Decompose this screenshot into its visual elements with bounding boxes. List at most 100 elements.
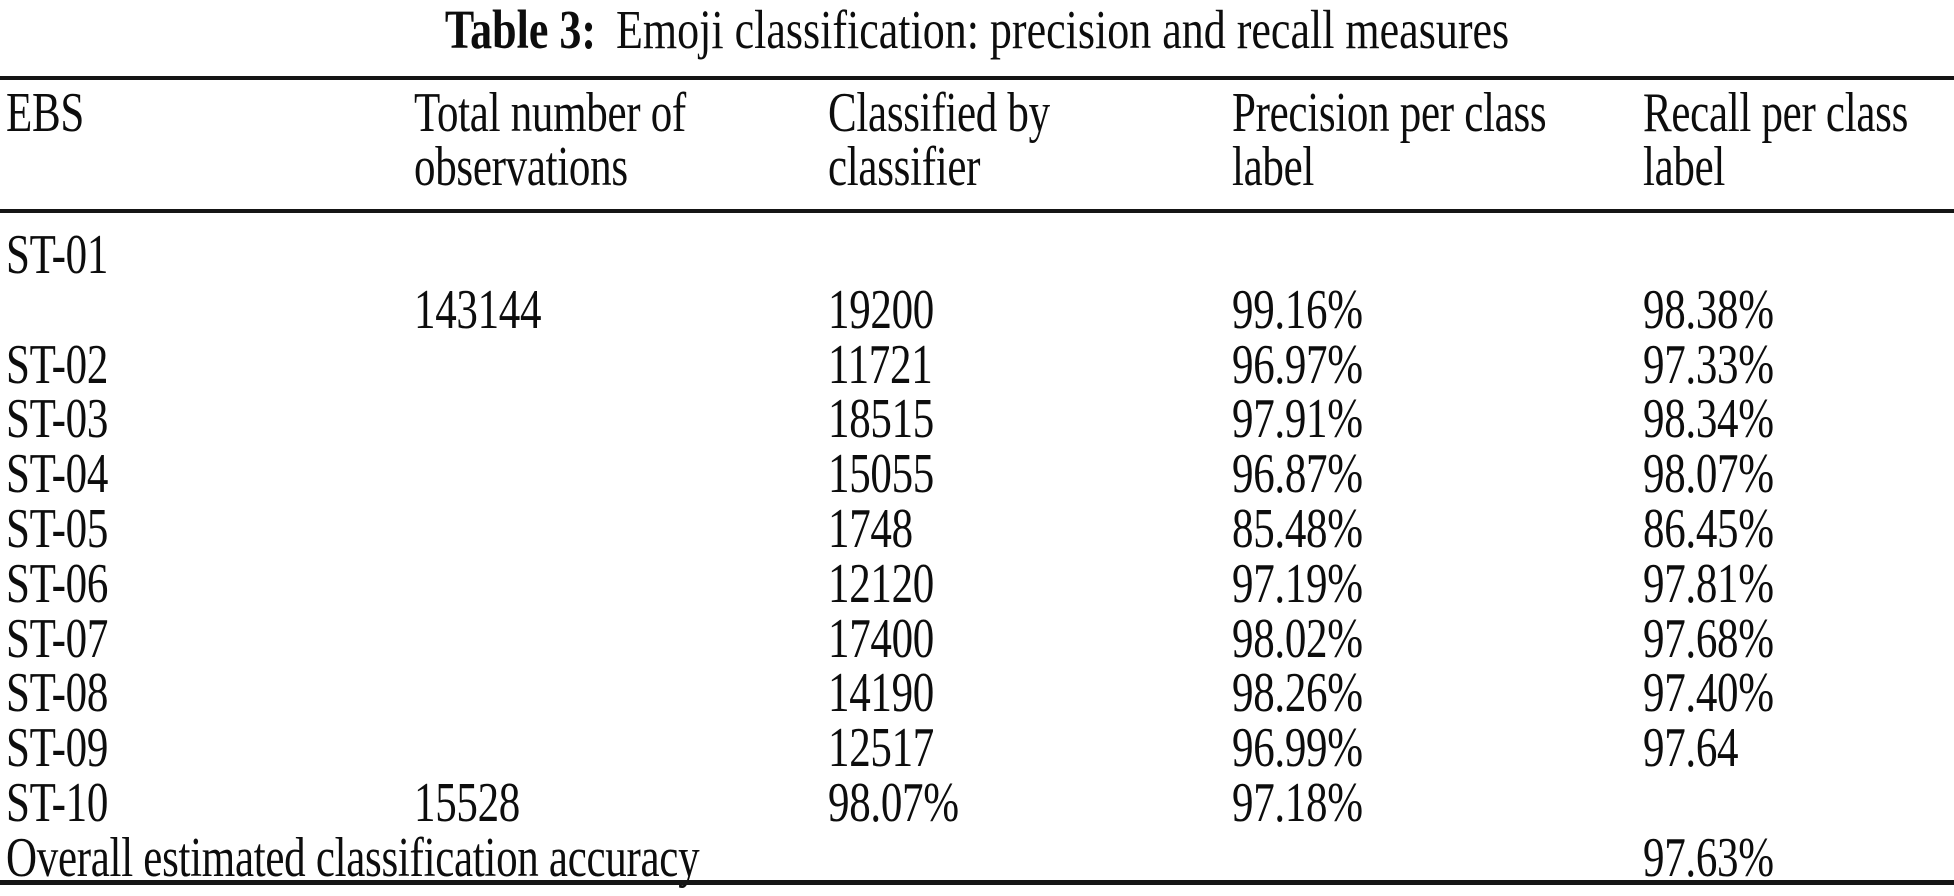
table-cell-ebs: ST-07 bbox=[6, 609, 108, 670]
table-cell-classified-by: 18515 bbox=[828, 389, 934, 450]
cell-text: 97.68% bbox=[1643, 608, 1774, 671]
cell-text: 98.34% bbox=[1643, 388, 1774, 451]
bottom-rule bbox=[0, 880, 1954, 885]
cell-text: 98.02% bbox=[1232, 608, 1363, 671]
column-header-recall: Recall per class label bbox=[1643, 83, 1908, 198]
cell-text: ST-07 bbox=[6, 608, 109, 671]
table-cell-precision: 96.97% bbox=[1232, 335, 1363, 396]
table-row: ST-03 18515 97.91% 98.34% bbox=[0, 389, 1954, 450]
table-cell-ebs: ST-04 bbox=[6, 444, 108, 505]
table-cell-ebs: ST-09 bbox=[6, 718, 108, 779]
cell-text: 15055 bbox=[828, 443, 935, 506]
table-row: ST-02 11721 96.97% 97.33% bbox=[0, 335, 1954, 396]
cell-text: ST-09 bbox=[6, 717, 109, 780]
column-header-ebs: EBS bbox=[6, 83, 84, 144]
column-header-line: label bbox=[1643, 136, 1726, 198]
table-cell-precision: 97.18% bbox=[1232, 773, 1363, 834]
table-cell-classified-by: 12517 bbox=[828, 718, 934, 779]
table-cell-precision: 85.48% bbox=[1232, 499, 1363, 560]
table-cell-precision: 97.19% bbox=[1232, 554, 1363, 615]
cell-text: 98.26% bbox=[1232, 662, 1363, 725]
cell-text: 96.87% bbox=[1232, 443, 1363, 506]
cell-text: 19200 bbox=[828, 279, 935, 342]
cell-text: ST-05 bbox=[6, 498, 109, 561]
column-header-line: EBS bbox=[6, 82, 84, 144]
table-cell-recall: 97.68% bbox=[1643, 609, 1774, 670]
table-cell-classified-by: 19200 bbox=[828, 280, 934, 341]
table-cell-total-obs: 143144 bbox=[414, 280, 542, 341]
column-header-line: classifier bbox=[828, 136, 981, 198]
table-cell-classified-by: 98.07% bbox=[828, 773, 959, 834]
column-header-line: Classified by bbox=[828, 82, 1050, 144]
cell-text: 12120 bbox=[828, 553, 935, 616]
table-cell-ebs: ST-02 bbox=[6, 335, 108, 396]
table-cell-ebs: ST-06 bbox=[6, 554, 108, 615]
table-row: ST-10 15528 98.07% 97.18% bbox=[0, 773, 1954, 834]
table-cell-classified-by: 14190 bbox=[828, 663, 934, 724]
cell-text: 18515 bbox=[828, 388, 935, 451]
table-row: Overall estimated classification accurac… bbox=[0, 828, 1954, 889]
table-cell-ebs: ST-01 bbox=[6, 225, 108, 286]
cell-text: 143144 bbox=[414, 279, 542, 342]
column-header-total-obs: Total number of observations bbox=[414, 83, 686, 198]
table-cell-classified-by: 11721 bbox=[828, 335, 933, 396]
cell-text: 97.63% bbox=[1643, 827, 1774, 890]
cell-text: ST-06 bbox=[6, 553, 109, 616]
table-cell-precision: 97.91% bbox=[1232, 389, 1363, 450]
table-cell-ebs: Overall estimated classification accurac… bbox=[6, 828, 700, 889]
cell-text: ST-01 bbox=[6, 224, 109, 287]
table-cell-precision: 96.99% bbox=[1232, 718, 1363, 779]
cell-text: 14190 bbox=[828, 662, 935, 725]
table-cell-precision: 99.16% bbox=[1232, 280, 1363, 341]
caption-text: Emoji classification: precision and reca… bbox=[616, 0, 1510, 61]
cell-text: 15528 bbox=[414, 772, 521, 835]
table-cell-precision: 98.26% bbox=[1232, 663, 1363, 724]
cell-text: 12517 bbox=[828, 717, 935, 780]
cell-text: 98.07% bbox=[1643, 443, 1774, 506]
cell-text: 17400 bbox=[828, 608, 935, 671]
table-cell-ebs: ST-05 bbox=[6, 499, 108, 560]
table-row: ST-01 bbox=[0, 225, 1954, 286]
table-row: ST-06 12120 97.19% 97.81% bbox=[0, 554, 1954, 615]
table-cell-classified-by: 1748 bbox=[828, 499, 913, 560]
cell-text: ST-03 bbox=[6, 388, 109, 451]
cell-text: 85.48% bbox=[1232, 498, 1363, 561]
top-rule bbox=[0, 76, 1954, 80]
table-cell-recall: 97.33% bbox=[1643, 335, 1774, 396]
column-header-classified-by: Classified by classifier bbox=[828, 83, 1050, 198]
table-cell-classified-by: 17400 bbox=[828, 609, 934, 670]
cell-text: 99.16% bbox=[1232, 279, 1363, 342]
cell-text: ST-10 bbox=[6, 772, 109, 835]
column-header-line: label bbox=[1232, 136, 1315, 198]
table-cell-total-obs: 15528 bbox=[414, 773, 520, 834]
table-cell-recall: 97.64 bbox=[1643, 718, 1739, 779]
cell-text: 97.40% bbox=[1643, 662, 1774, 725]
cell-text: 86.45% bbox=[1643, 498, 1774, 561]
table-cell-classified-by: 15055 bbox=[828, 444, 934, 505]
cell-text: 97.64 bbox=[1643, 717, 1739, 780]
table-cell-recall: 98.34% bbox=[1643, 389, 1774, 450]
cell-text: 96.97% bbox=[1232, 334, 1363, 397]
table-cell-recall: 98.07% bbox=[1643, 444, 1774, 505]
table-cell-recall: 86.45% bbox=[1643, 499, 1774, 560]
column-header-line: observations bbox=[414, 136, 628, 198]
cell-text: 97.91% bbox=[1232, 388, 1363, 451]
table-cell-classified-by: 12120 bbox=[828, 554, 934, 615]
table-row: ST-04 15055 96.87% 98.07% bbox=[0, 444, 1954, 505]
cell-text: 97.81% bbox=[1643, 553, 1774, 616]
cell-text: ST-04 bbox=[6, 443, 109, 506]
table-row: ST-07 17400 98.02% 97.68% bbox=[0, 609, 1954, 670]
table-cell-recall: 97.40% bbox=[1643, 663, 1774, 724]
table-cell-recall: 98.38% bbox=[1643, 280, 1774, 341]
table-row: 143144 19200 99.16% 98.38% bbox=[0, 280, 1954, 341]
table-caption: Table 3: Emoji classification: precision … bbox=[0, 0, 1954, 62]
cell-text: 11721 bbox=[828, 334, 933, 397]
table-header: EBS Total number of observations Classified… bbox=[0, 83, 1954, 205]
table-cell-precision: 96.87% bbox=[1232, 444, 1363, 505]
table-row: ST-08 14190 98.26% 97.40% bbox=[0, 663, 1954, 724]
cell-text: 97.19% bbox=[1232, 553, 1363, 616]
cell-text: 98.07% bbox=[828, 772, 959, 835]
cell-text: 98.38% bbox=[1643, 279, 1774, 342]
cell-text: 96.99% bbox=[1232, 717, 1363, 780]
